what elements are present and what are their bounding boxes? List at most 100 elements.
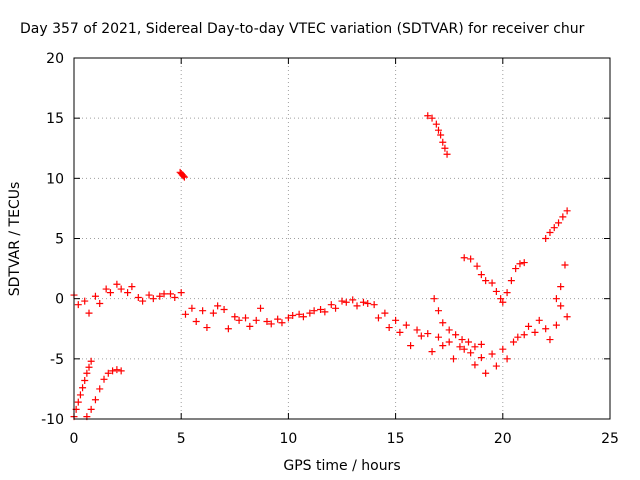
data-point xyxy=(550,224,558,232)
series-main-band-b xyxy=(74,283,565,377)
plot-frame xyxy=(73,57,611,420)
data-point xyxy=(235,316,243,324)
data-point xyxy=(503,355,511,363)
data-points xyxy=(70,112,571,421)
data-point xyxy=(417,332,425,340)
data-point xyxy=(499,345,507,353)
data-point xyxy=(317,305,325,313)
data-point xyxy=(113,280,121,288)
data-point xyxy=(428,348,436,356)
x-tick-label: 5 xyxy=(177,431,186,447)
data-point xyxy=(87,405,95,413)
data-point xyxy=(374,314,382,322)
data-point xyxy=(306,309,314,317)
data-point xyxy=(321,308,329,316)
data-point xyxy=(85,363,93,371)
data-point xyxy=(402,321,410,329)
data-point xyxy=(535,316,543,324)
data-point xyxy=(220,305,228,313)
tick-labels: 0 5 10 15 20 25 -10 -5 0 5 10 15 20 xyxy=(41,51,619,447)
data-point xyxy=(181,310,189,318)
data-point xyxy=(284,314,292,322)
data-point xyxy=(439,138,447,146)
series-early-negative-2 xyxy=(83,366,125,421)
data-point xyxy=(559,213,567,221)
data-point xyxy=(460,254,468,262)
data-point xyxy=(452,331,460,339)
data-point xyxy=(477,340,485,348)
data-point xyxy=(525,322,533,330)
data-point xyxy=(428,114,436,122)
data-point xyxy=(299,313,307,321)
data-point xyxy=(79,384,87,392)
data-point xyxy=(432,120,440,128)
data-point xyxy=(370,301,378,309)
data-point xyxy=(289,312,297,320)
data-point xyxy=(171,293,179,301)
data-point xyxy=(76,391,84,399)
data-point xyxy=(124,289,132,297)
data-point xyxy=(156,292,164,300)
series-arc-18-21 xyxy=(460,254,528,306)
data-point xyxy=(145,291,153,299)
data-point xyxy=(546,228,554,236)
data-point xyxy=(231,313,239,321)
x-tick-label: 10 xyxy=(279,431,297,447)
data-point xyxy=(278,319,286,327)
y-tick-label: 5 xyxy=(55,232,64,248)
data-point xyxy=(179,172,187,180)
data-point xyxy=(441,144,449,152)
data-point xyxy=(180,173,188,181)
data-point xyxy=(199,307,207,315)
data-point xyxy=(413,326,421,334)
data-point xyxy=(497,295,505,303)
data-point xyxy=(542,235,550,242)
series-rise-22-23 xyxy=(542,207,571,242)
data-point xyxy=(83,369,91,377)
y-axis-label: SDTVAR / TECUs xyxy=(7,182,23,297)
data-point xyxy=(563,207,571,215)
data-point xyxy=(407,342,415,350)
data-point xyxy=(561,261,569,269)
y-tick-label: 20 xyxy=(46,51,64,67)
data-point xyxy=(555,219,563,227)
data-point xyxy=(477,271,485,279)
data-point xyxy=(449,355,457,363)
data-point xyxy=(443,150,451,158)
data-point xyxy=(242,314,250,322)
data-point xyxy=(349,296,357,304)
data-point xyxy=(557,302,565,310)
data-point xyxy=(499,298,507,306)
series-main-band-a xyxy=(70,280,571,362)
data-point xyxy=(102,285,110,293)
data-point xyxy=(434,126,442,134)
data-point xyxy=(192,318,200,326)
data-point xyxy=(96,385,104,393)
data-point xyxy=(488,350,496,358)
data-point xyxy=(520,259,528,267)
x-tick-label: 0 xyxy=(70,431,79,447)
data-point xyxy=(106,289,114,297)
data-point xyxy=(364,299,372,307)
data-point xyxy=(117,285,125,293)
data-point xyxy=(209,309,217,317)
data-point xyxy=(531,328,539,336)
chart-title: Day 357 of 2021, Sidereal Day-to-day VTE… xyxy=(20,21,585,37)
data-point xyxy=(546,336,554,344)
data-point xyxy=(456,343,464,351)
data-point xyxy=(188,304,196,312)
data-point xyxy=(342,298,350,306)
data-point xyxy=(437,131,445,139)
data-point xyxy=(471,361,479,369)
data-point xyxy=(257,304,265,312)
data-point xyxy=(332,304,340,312)
y-tick-label: 0 xyxy=(55,292,64,308)
data-point xyxy=(557,283,565,291)
data-point xyxy=(458,336,466,344)
data-point xyxy=(460,345,468,353)
data-point xyxy=(81,297,89,305)
data-point xyxy=(510,338,518,346)
data-point xyxy=(507,277,515,285)
data-point xyxy=(203,324,211,332)
